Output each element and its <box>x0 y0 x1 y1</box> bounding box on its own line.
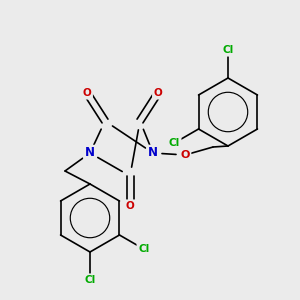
Text: Cl: Cl <box>84 275 96 285</box>
Text: O: O <box>180 150 190 160</box>
Text: O: O <box>154 88 162 98</box>
Text: N: N <box>85 146 95 160</box>
Text: O: O <box>82 88 91 98</box>
Text: Cl: Cl <box>222 45 234 55</box>
Text: N: N <box>148 146 158 160</box>
Text: O: O <box>126 201 134 211</box>
Text: Cl: Cl <box>169 138 180 148</box>
Text: Cl: Cl <box>138 244 149 254</box>
